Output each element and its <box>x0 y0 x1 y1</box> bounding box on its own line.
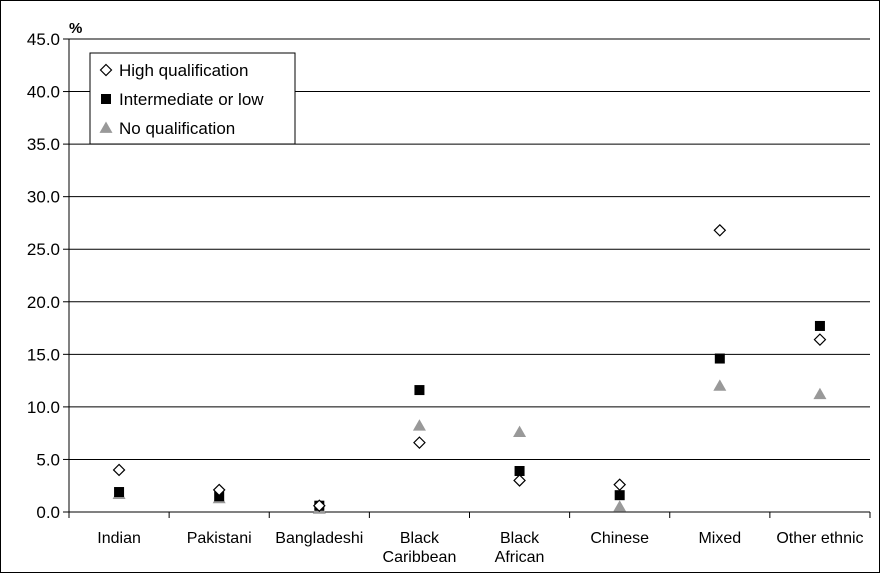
data-point <box>414 385 425 396</box>
legend-marker <box>101 94 111 104</box>
data-points <box>112 223 827 514</box>
x-category-label: Indian <box>97 530 141 547</box>
x-category-label: Black <box>500 530 540 547</box>
y-tick-label: 20.0 <box>27 293 60 312</box>
data-point <box>112 463 126 477</box>
data-point <box>614 490 625 501</box>
x-category-labels: Indian Pakistani Bangladeshi Black Caribbean… <box>97 530 863 566</box>
axes <box>63 38 871 518</box>
x-category-label: Caribbean <box>383 549 457 566</box>
data-point <box>312 499 326 513</box>
y-tick-label: 30.0 <box>27 188 60 207</box>
legend: High qualification Intermediate or low No … <box>89 52 296 145</box>
y-tick-label: 15.0 <box>27 345 60 364</box>
legend-marker <box>99 63 113 77</box>
x-category-label: Black <box>400 530 440 547</box>
legend-label: High qualification <box>119 61 248 80</box>
data-point <box>513 425 527 437</box>
data-point <box>513 474 526 487</box>
y-axis-unit: % <box>69 20 82 37</box>
y-tick-label: 10.0 <box>27 398 60 417</box>
data-point <box>813 387 827 400</box>
data-point <box>212 483 226 497</box>
x-category-label: Bangladeshi <box>275 530 363 547</box>
data-point <box>714 353 725 364</box>
y-tick-label: 45.0 <box>27 30 60 49</box>
data-point <box>413 436 426 449</box>
x-category-label: Chinese <box>590 530 649 547</box>
x-category-label: Other ethnic <box>776 530 863 547</box>
y-tick-label: 5.0 <box>36 450 60 469</box>
data-point <box>514 466 525 477</box>
data-point <box>412 419 426 431</box>
data-point <box>814 320 825 331</box>
x-category-label: Pakistani <box>187 530 252 547</box>
y-tick-label: 40.0 <box>27 83 60 102</box>
y-tick-label: 0.0 <box>36 503 60 522</box>
legend-label: Intermediate or low <box>119 90 264 109</box>
x-category-label: African <box>495 549 545 566</box>
data-point <box>613 500 627 512</box>
data-point <box>114 487 125 498</box>
legend-label: No qualification <box>119 119 235 138</box>
x-category-label: Mixed <box>698 530 741 547</box>
legend-marker <box>99 121 113 133</box>
y-tick-label: 25.0 <box>27 240 60 259</box>
data-point <box>613 478 627 492</box>
y-tick-labels: 0.0 5.0 10.0 15.0 20.0 25.0 30.0 35.0 40.0 45.0 <box>27 30 60 522</box>
data-point <box>813 333 827 346</box>
y-tick-label: 35.0 <box>27 135 60 154</box>
legend-box <box>89 52 296 145</box>
data-point <box>713 379 727 391</box>
data-point <box>713 223 727 237</box>
